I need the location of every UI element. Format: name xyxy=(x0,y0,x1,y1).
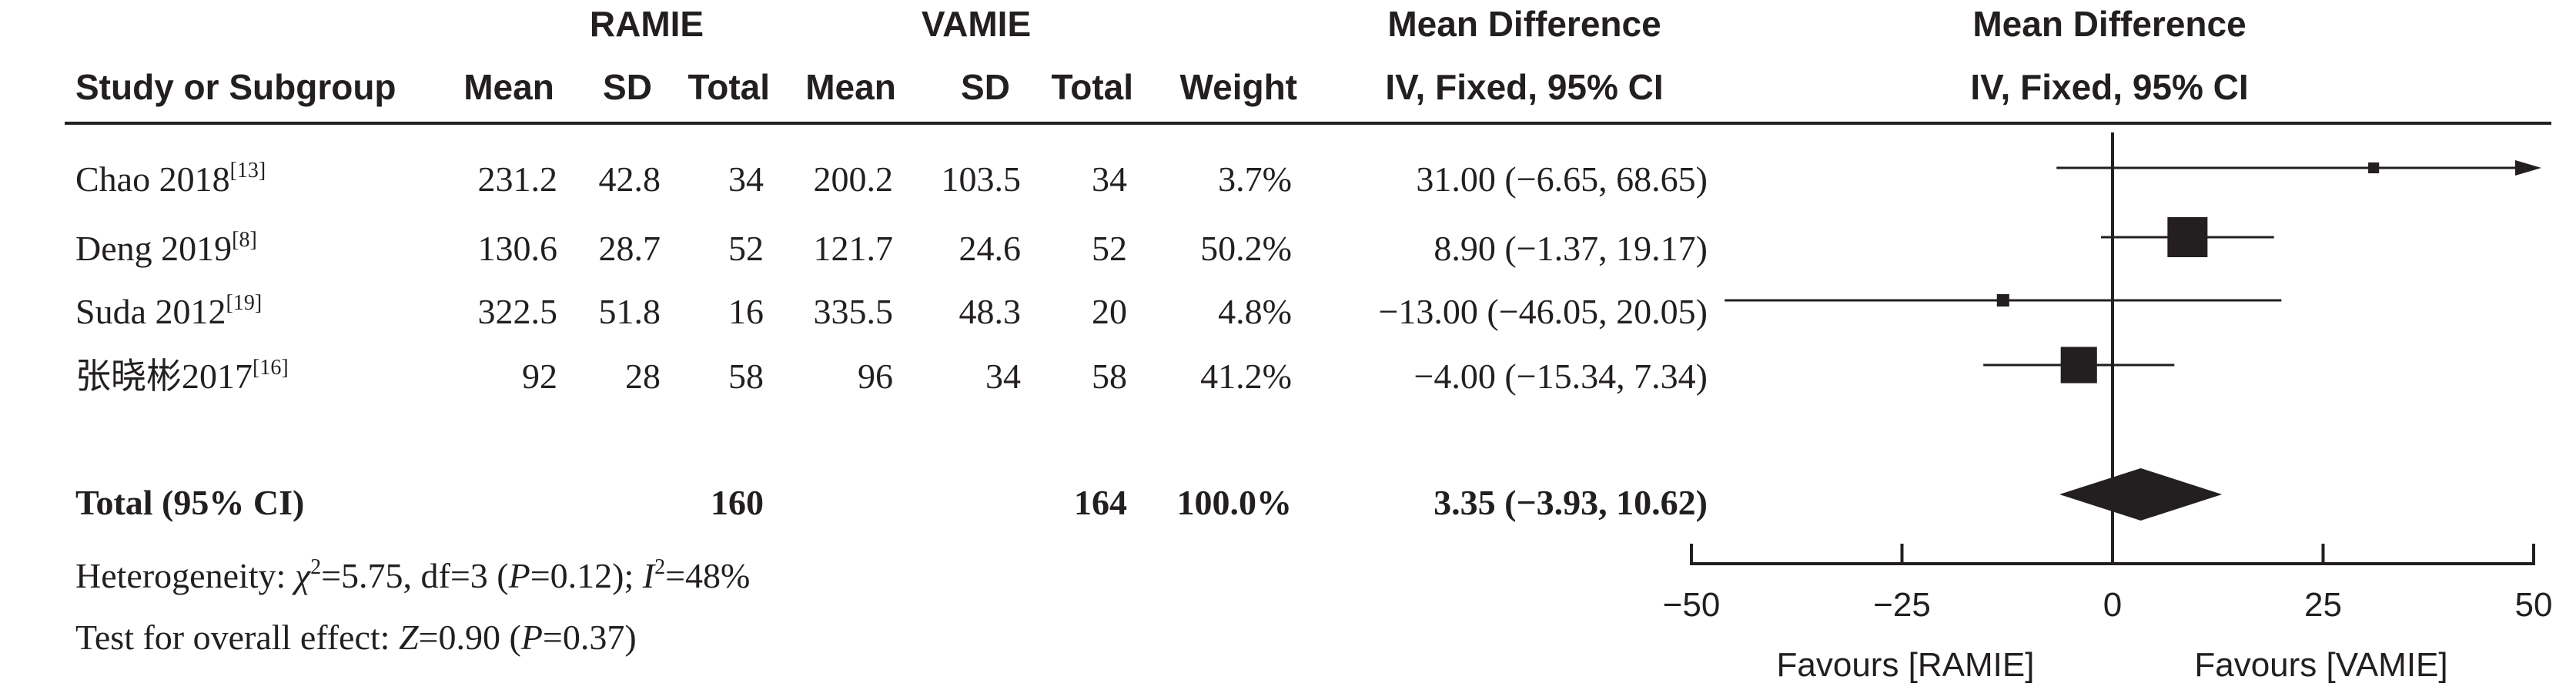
study-ref: [13] xyxy=(229,159,266,183)
group-header-vamie: VAMIE xyxy=(921,4,1032,44)
mean-ramie-cell: 322.5 xyxy=(477,292,558,331)
mean-vamie-cell: 96 xyxy=(858,357,893,396)
header-total-vamie: Total xyxy=(1051,67,1133,107)
total-ramie-cell: 52 xyxy=(728,229,764,268)
x-tick-label: 50 xyxy=(2515,586,2553,624)
study-name-cell: Deng 2019[8] xyxy=(75,228,257,268)
mean-ramie-cell: 92 xyxy=(522,357,557,396)
plot-column-title: Mean Difference xyxy=(1972,4,2246,44)
header-sd-ramie: SD xyxy=(603,67,652,107)
total-ci-text: 3.35 (−3.93, 10.62) xyxy=(1434,483,1708,522)
study-name-cell: Suda 2012[19] xyxy=(75,291,263,331)
header-mean-vamie: Mean xyxy=(805,67,896,107)
mean-ramie-cell: 130.6 xyxy=(477,229,558,268)
study-name-cell: 张晓彬2017[16] xyxy=(75,356,289,396)
study-name: 张晓彬2017 xyxy=(75,357,253,396)
study-ref: [19] xyxy=(226,291,263,315)
het-i-val: =48% xyxy=(665,556,751,595)
het-p: P xyxy=(508,556,530,595)
x-tick-label: −25 xyxy=(1873,586,1931,624)
study-point xyxy=(2060,347,2097,384)
header-mean-ramie: Mean xyxy=(463,67,554,107)
favours-right-label: Favours [VAMIE] xyxy=(2194,646,2447,684)
het-i-sup: 2 xyxy=(654,555,666,579)
effect-mid: =0.90 ( xyxy=(418,618,521,657)
het-i: I xyxy=(642,556,655,595)
het-mid: =5.75, df=3 ( xyxy=(321,556,509,595)
heterogeneity-text: Heterogeneity: χ2=5.75, df=3 (P=0.12); I… xyxy=(75,555,751,595)
total-weight: 100.0% xyxy=(1176,483,1293,522)
ci-text-cell: 8.90 (−1.37, 19.17) xyxy=(1434,229,1708,268)
effect-p: P xyxy=(520,618,543,657)
sd-ramie-cell: 28.7 xyxy=(598,229,661,268)
ci-text-cell: −13.00 (−46.05, 20.05) xyxy=(1378,292,1708,331)
effect-p-val: =0.37) xyxy=(542,618,637,657)
sd-ramie-cell: 28 xyxy=(625,357,661,396)
total-label: Total (95% CI) xyxy=(75,483,305,522)
total-ramie: 160 xyxy=(711,483,764,522)
study-name: Deng 2019 xyxy=(75,229,233,268)
het-p-val: =0.12); xyxy=(530,556,643,595)
effect-prefix: Test for overall effect: xyxy=(75,618,399,657)
x-tick-label: 25 xyxy=(2304,586,2342,624)
weight-cell: 4.8% xyxy=(1218,292,1292,331)
header-weight: Weight xyxy=(1179,67,1297,107)
sd-ramie-cell: 51.8 xyxy=(598,292,661,331)
sd-vamie-cell: 103.5 xyxy=(941,159,1022,199)
study-point xyxy=(2167,217,2208,257)
x-tick-label: 0 xyxy=(2103,586,2122,624)
group-header-ramie: RAMIE xyxy=(589,4,704,44)
study-point xyxy=(2368,162,2380,174)
study-name: Suda 2012 xyxy=(75,292,226,331)
overall-effect-text: Test for overall effect: Z=0.90 (P=0.37) xyxy=(75,620,637,655)
sd-vamie-cell: 48.3 xyxy=(958,292,1022,331)
mean-vamie-cell: 335.5 xyxy=(813,292,894,331)
ci-arrow xyxy=(2515,160,2541,176)
mean-ramie-cell: 231.2 xyxy=(477,159,558,199)
weight-cell: 41.2% xyxy=(1200,357,1292,396)
mean-vamie-cell: 200.2 xyxy=(813,159,894,199)
total-vamie: 164 xyxy=(1074,483,1127,522)
plot-column-method: IV, Fixed, 95% CI xyxy=(1970,67,2249,107)
effect-z: Z xyxy=(398,618,419,657)
study-ref: [16] xyxy=(253,356,289,380)
study-name-cell: Chao 2018[13] xyxy=(75,159,266,199)
total-ramie-cell: 34 xyxy=(728,159,764,199)
total-ramie-cell: 58 xyxy=(728,357,764,396)
total-vamie-cell: 34 xyxy=(1092,159,1127,199)
sd-vamie-cell: 24.6 xyxy=(958,229,1022,268)
study-point xyxy=(1996,293,2009,307)
total-vamie-cell: 20 xyxy=(1092,292,1127,331)
sd-vamie-cell: 34 xyxy=(985,357,1021,396)
het-prefix: Heterogeneity: xyxy=(75,556,295,595)
ci-text-cell: −4.00 (−15.34, 7.34) xyxy=(1413,357,1708,396)
total-ramie-cell: 16 xyxy=(728,292,764,331)
total-vamie-cell: 58 xyxy=(1092,357,1127,396)
header-divider xyxy=(65,122,2551,125)
weight-cell: 3.7% xyxy=(1218,159,1292,199)
header-sd-vamie: SD xyxy=(961,67,1010,107)
favours-left-label: Favours [RAMIE] xyxy=(1777,646,2035,684)
header-total-ramie: Total xyxy=(687,67,770,107)
study-name: Chao 2018 xyxy=(75,159,230,199)
ci-text-cell: 31.00 (−6.65, 68.65) xyxy=(1416,159,1708,199)
total-vamie-cell: 52 xyxy=(1092,229,1127,268)
pooled-diamond xyxy=(2059,468,2223,521)
het-chi-sup: 2 xyxy=(310,555,322,579)
x-tick-label: −50 xyxy=(1663,586,1721,624)
mean-vamie-cell: 121.7 xyxy=(813,229,894,268)
effect-column-title: Mean Difference xyxy=(1387,4,1661,44)
sd-ramie-cell: 42.8 xyxy=(598,159,661,199)
weight-cell: 50.2% xyxy=(1200,229,1292,268)
effect-column-method: IV, Fixed, 95% CI xyxy=(1385,67,1664,107)
study-ref: [8] xyxy=(232,228,257,252)
header-study: Study or Subgroup xyxy=(75,67,396,107)
het-chi: χ xyxy=(294,556,311,595)
